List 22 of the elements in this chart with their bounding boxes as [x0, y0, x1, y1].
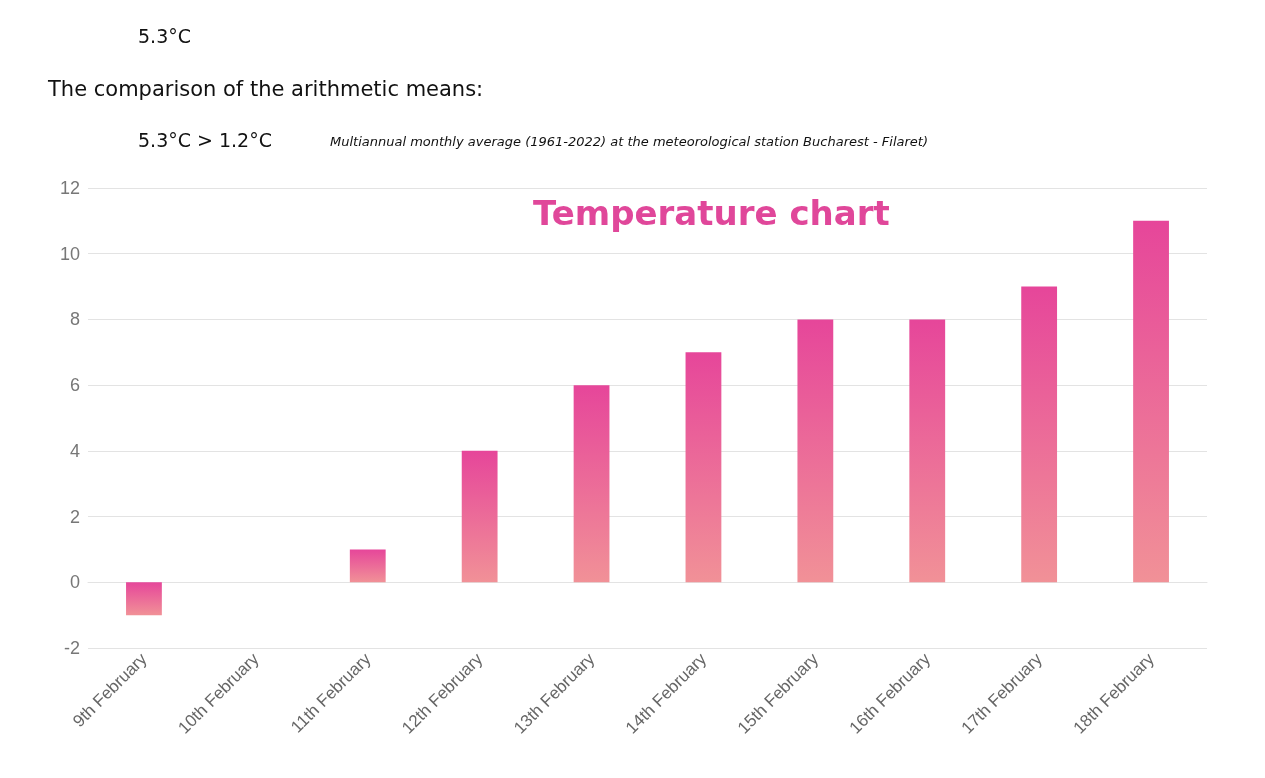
- y-tick-label: 12: [59, 178, 80, 198]
- bar: [349, 549, 386, 583]
- bar: [1021, 286, 1058, 583]
- text: Multiannual monthly average (1961-2022) at the meteorological station Bucharest - Filaret): [330, 134, 928, 149]
- y-tick-label: 4: [69, 440, 80, 461]
- chart-title: Temperature chart: [533, 193, 890, 233]
- bar: [573, 385, 610, 583]
- y-tick-label: 8: [69, 309, 80, 330]
- bar: [797, 319, 834, 583]
- y-tick-label: -2: [63, 638, 80, 658]
- text: 5.3°C > 1.2°C: [138, 128, 272, 151]
- y-tick-label: 10: [59, 243, 80, 264]
- y-tick-label: 6: [69, 375, 80, 396]
- bar: [685, 352, 722, 583]
- text: The comparison of the arithmetic means:: [47, 76, 484, 101]
- bar: [461, 450, 498, 583]
- bar: [126, 582, 162, 616]
- y-tick-label: 0: [69, 572, 80, 593]
- y-tick-label: 2: [69, 506, 80, 527]
- bar: [1133, 220, 1169, 583]
- bar: [909, 319, 946, 583]
- text: 5.3°C: [138, 24, 191, 47]
